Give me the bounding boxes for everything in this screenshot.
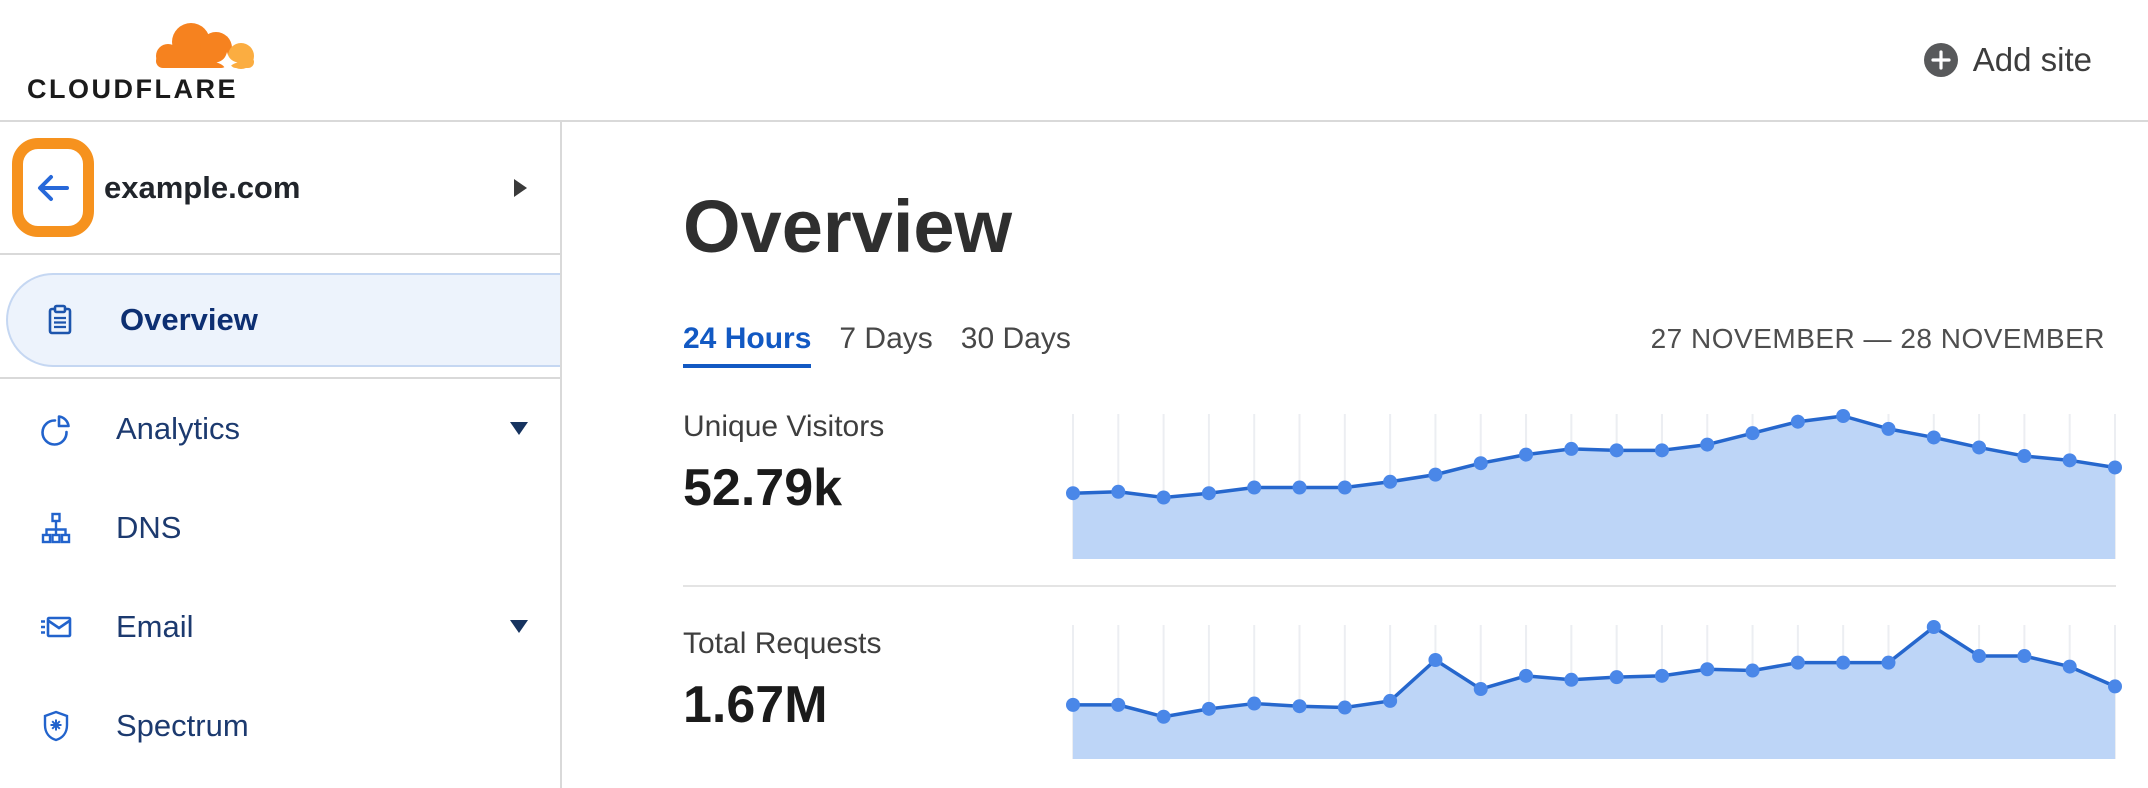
tab-24-hours[interactable]: 24 Hours: [683, 322, 812, 368]
metric-label: Unique Visitors: [683, 410, 885, 443]
total-requests-chart: [1066, 620, 2122, 759]
cloudflare-cloud-icon: [156, 22, 254, 72]
cloudflare-logo[interactable]: CLOUDFLARE: [27, 16, 257, 105]
sidebar-item-label: Overview: [120, 302, 258, 337]
sidebar: example.com Overview: [0, 122, 562, 788]
cloudflare-wordmark: CLOUDFLARE: [27, 73, 238, 104]
chevron-right-icon[interactable]: [514, 178, 527, 197]
unique-visitors-chart: [1066, 409, 2122, 559]
metric-value: 52.79k: [683, 459, 843, 517]
sidebar-item-analytics[interactable]: Analytics: [0, 379, 560, 478]
plus-icon: [1923, 43, 1958, 77]
site-name: example.com: [104, 169, 301, 205]
sidebar-item-label: Analytics: [116, 410, 241, 446]
sidebar-item-dns[interactable]: DNS: [0, 478, 560, 577]
date-range: 27 NOVEMBER — 28 NOVEMBER: [1650, 323, 2105, 354]
sidebar-item-label: Email: [116, 608, 194, 644]
total-requests-row: Total Requests 1.67M: [683, 585, 2122, 788]
sidebar-item-label: Spectrum: [116, 707, 249, 743]
sidebar-divider: [0, 377, 560, 379]
sitemap-icon: [39, 511, 73, 545]
metric-value: 1.67M: [683, 676, 828, 734]
chevron-down-icon[interactable]: [510, 422, 528, 435]
sidebar-item-label: DNS: [116, 509, 182, 545]
metric-label: Total Requests: [683, 627, 882, 660]
add-site-label: Add site: [1972, 41, 2092, 78]
top-header: CLOUDFLARE Add site: [0, 0, 2148, 122]
main-content: Overview 24 Hours 7 Days 30 Days 27 NOVE…: [562, 122, 2148, 788]
page-title: Overview: [683, 185, 1013, 268]
chevron-down-icon[interactable]: [510, 620, 528, 633]
add-site-button[interactable]: Add site: [1923, 41, 2092, 79]
time-range-bar: 24 Hours 7 Days 30 Days 27 NOVEMBER — 28…: [683, 322, 2148, 368]
sidebar-item-spectrum[interactable]: Spectrum: [0, 676, 560, 775]
unique-visitors-row: Unique Visitors 52.79k: [683, 392, 2122, 585]
pie-chart-icon: [39, 412, 73, 446]
email-icon: [39, 610, 73, 644]
site-selector[interactable]: example.com: [0, 122, 560, 255]
tab-7-days[interactable]: 7 Days: [839, 322, 933, 355]
metric-info: Total Requests 1.67M: [683, 627, 1052, 735]
time-range-tabs: 24 Hours 7 Days 30 Days: [683, 322, 1071, 368]
tab-30-days[interactable]: 30 Days: [960, 322, 1071, 355]
back-button[interactable]: [30, 165, 76, 211]
shield-icon: [39, 709, 73, 743]
metrics-section: Unique Visitors 52.79k Total Requests 1.…: [683, 392, 2148, 788]
annotation-highlight-ring: [12, 138, 94, 237]
clipboard-icon: [43, 303, 77, 337]
arrow-left-icon: [38, 174, 69, 201]
sidebar-nav: Overview Analytics: [0, 273, 560, 788]
sidebar-item-overview[interactable]: Overview: [6, 273, 560, 367]
metric-info: Unique Visitors 52.79k: [683, 410, 1052, 518]
sidebar-item-email[interactable]: Email: [0, 577, 560, 676]
